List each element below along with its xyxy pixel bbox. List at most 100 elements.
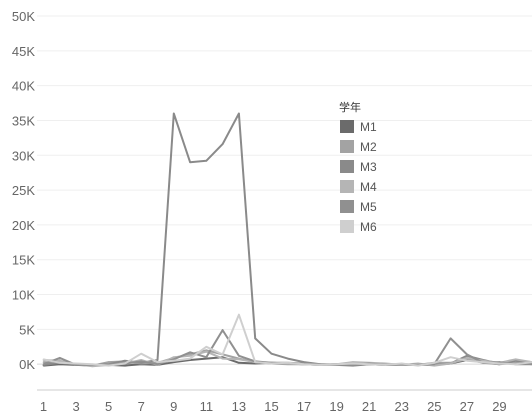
y-axis-ticks: 0K 5K 10K 15K 20K 25K 30K 35K 40K 45K 50K: [12, 9, 35, 372]
data-point: [124, 362, 126, 365]
legend-label: M2: [360, 140, 377, 154]
data-point: [254, 337, 256, 340]
data-point: [238, 313, 240, 316]
data-point: [270, 352, 273, 355]
data-point: [140, 360, 143, 363]
legend-items: M1 M2 M3 M4 M5 M6: [340, 120, 377, 234]
data-point: [205, 357, 208, 360]
x-tick-label: 1: [40, 399, 47, 413]
data-point: [466, 359, 468, 362]
data-point: [189, 355, 191, 357]
legend-swatch: [340, 200, 354, 213]
x-tick-label: 5: [105, 399, 112, 413]
y-tick-label: 50K: [12, 9, 35, 24]
data-point: [140, 352, 143, 355]
data-point: [286, 361, 289, 364]
legend-swatch: [340, 180, 354, 193]
data-point: [91, 363, 94, 365]
legend: 学年 M1 M2 M3 M4 M5 M6: [339, 100, 377, 234]
legend-label: M3: [360, 160, 377, 174]
data-point: [156, 359, 159, 361]
data-point: [238, 355, 240, 357]
data-point: [221, 353, 224, 356]
data-point: [189, 357, 191, 360]
data-point: [205, 350, 208, 353]
data-point: [58, 357, 61, 359]
x-tick-label: 29: [492, 399, 506, 413]
legend-label: M5: [360, 200, 377, 214]
data-point: [172, 356, 175, 359]
data-point: [254, 361, 256, 363]
data-point: [466, 353, 468, 356]
y-tick-label: 40K: [12, 79, 35, 94]
data-point: [172, 112, 175, 115]
y-tick-label: 20K: [12, 218, 35, 233]
data-point: [238, 358, 240, 361]
data-point: [238, 112, 240, 115]
data-point: [156, 363, 159, 365]
data-point: [303, 363, 305, 365]
data-point: [205, 356, 208, 359]
data-point: [384, 364, 387, 366]
data-point: [449, 337, 452, 340]
data-point: [124, 364, 126, 367]
x-tick-label: 3: [72, 399, 79, 413]
legend-swatch: [340, 160, 354, 173]
data-point: [286, 357, 289, 360]
series-m6: [42, 313, 532, 367]
y-tick-label: 45K: [12, 44, 35, 59]
data-point: [417, 364, 419, 367]
legend-title: 学年: [339, 100, 361, 114]
series-lines: [42, 112, 532, 368]
data-point: [238, 361, 240, 364]
gridlines: [37, 15, 532, 330]
data-point: [140, 359, 143, 361]
x-tick-label: 23: [395, 399, 409, 413]
data-point: [449, 356, 452, 359]
data-point: [42, 361, 45, 363]
x-tick-label: 27: [460, 399, 474, 413]
data-point: [42, 358, 45, 361]
data-point: [124, 359, 126, 362]
data-point: [75, 362, 77, 365]
data-point: [221, 329, 224, 331]
data-point: [107, 361, 110, 363]
data-point: [58, 359, 61, 362]
data-point: [368, 363, 370, 365]
x-tick-label: 21: [362, 399, 376, 413]
data-point: [107, 364, 110, 367]
series-line: [43, 112, 532, 367]
x-tick-label: 19: [329, 399, 343, 413]
data-point: [466, 357, 468, 359]
legend-swatch: [340, 220, 354, 233]
data-point: [42, 363, 45, 365]
data-point: [335, 363, 338, 365]
data-point: [449, 362, 452, 365]
data-point: [400, 362, 403, 365]
y-tick-label: 10K: [12, 288, 35, 303]
x-tick-label: 15: [264, 399, 278, 413]
legend-label: M1: [360, 120, 377, 134]
data-point: [205, 160, 208, 162]
data-point: [498, 362, 501, 365]
data-point: [58, 361, 61, 364]
y-tick-label: 30K: [12, 148, 35, 163]
x-tick-label: 9: [170, 399, 177, 413]
data-point: [319, 364, 322, 366]
x-tick-label: 13: [232, 399, 246, 413]
x-tick-label: 11: [200, 399, 214, 413]
data-point: [221, 143, 224, 145]
legend-swatch: [340, 120, 354, 133]
series-m3: [42, 112, 532, 367]
data-point: [514, 358, 517, 361]
data-point: [172, 359, 175, 362]
y-tick-label: 5K: [19, 322, 35, 337]
data-point: [352, 362, 354, 365]
y-tick-label: 15K: [12, 253, 35, 268]
data-point: [205, 345, 208, 348]
x-axis-ticks: 1 3 5 7 9 11 13 15 17 19 21 23 25 27 29: [40, 399, 507, 413]
data-point: [352, 361, 354, 363]
y-tick-label: 25K: [12, 183, 35, 198]
data-point: [156, 361, 159, 363]
